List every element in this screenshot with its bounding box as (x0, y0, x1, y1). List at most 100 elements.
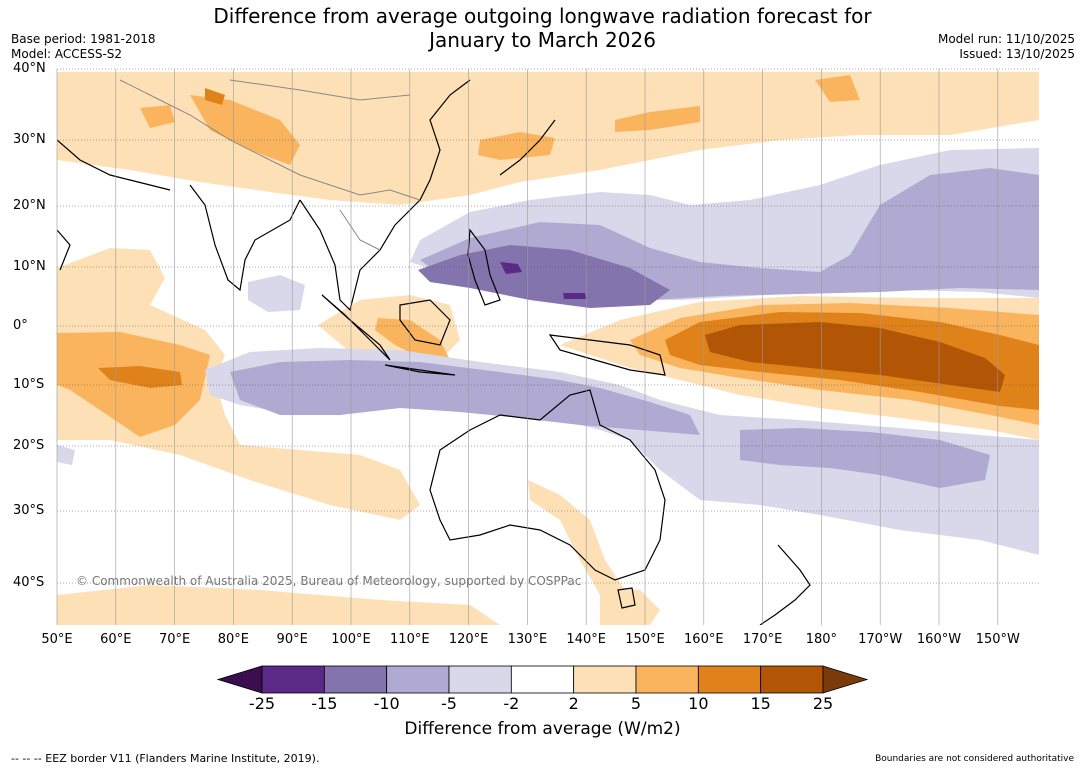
meta-right: Model run: 11/10/2025 Issued: 13/10/2025 (938, 32, 1075, 62)
colorbar-tick-label: 10 (688, 694, 709, 713)
very-strong-negative-spot1 (500, 262, 522, 274)
country-borders (119, 79, 421, 251)
coastline-tasmania (617, 587, 636, 609)
moderate-positive-pacific-north (615, 106, 700, 132)
moderate-positive-china (478, 132, 555, 160)
longitude-label: 170°E (742, 632, 783, 647)
colorbar-tick-label: -5 (441, 694, 457, 713)
strong-negative-philippine-sea (418, 245, 670, 308)
strong-positive-himalaya (205, 88, 225, 105)
longitude-label: 160°E (684, 632, 724, 647)
border-central-asia (119, 79, 331, 186)
latitude-label: 10°N (13, 259, 46, 274)
border-china-south (329, 184, 421, 201)
longitude-label: 100°E (331, 632, 371, 647)
coastline-philippines (467, 228, 501, 306)
latitude-label: 0° (13, 318, 28, 333)
colorbar-tick-label: -2 (503, 694, 520, 713)
coastline-africa-horn (57, 229, 71, 271)
colorbar-bin (510, 665, 575, 694)
coastline-java (384, 364, 456, 376)
positive-anomaly-south (57, 585, 500, 625)
colorbar-tick-label: 15 (750, 694, 771, 713)
longitude-label: 180° (805, 632, 838, 647)
very-strong-negative-spot2 (563, 293, 586, 299)
moderate-positive-tibet (190, 95, 300, 165)
longitude-label: 80°E (217, 632, 250, 647)
longitude-label: 150°W (975, 632, 1020, 647)
gridlines (56, 68, 1039, 625)
latitude-label: 40°S (13, 575, 45, 590)
colorbar-bin (323, 665, 388, 694)
model-label: Model: ACCESS-S2 (11, 47, 123, 61)
meta-left: Base period: 1981-2018 Model: ACCESS-S2 (11, 32, 156, 62)
colorbar-bin (386, 665, 450, 694)
positive-anomaly-indian-ocean (57, 248, 420, 520)
moderate-positive-borneo (375, 318, 450, 360)
colorbar (216, 665, 869, 694)
latitude-label: 30°N (13, 132, 46, 147)
very-strong-positive-pacific (705, 322, 1005, 392)
colorbar-bin (261, 665, 325, 694)
colorbar-bin (697, 665, 762, 694)
longitude-label: 170°W (858, 632, 903, 647)
colorbar-bin (448, 665, 512, 694)
coastline-borneo (399, 299, 451, 346)
longitude-label: 110°E (390, 632, 430, 647)
positive-anomaly-australia (528, 480, 625, 595)
longitude-label: 120°E (448, 632, 489, 647)
moderate-negative-coral-sea (740, 428, 990, 488)
colorbar-tick-label: 5 (630, 694, 642, 713)
border-indochina (339, 209, 381, 251)
longitude-label: 150°E (625, 632, 665, 647)
colorbar-title: Difference from average (W/m2) (404, 719, 681, 739)
colorbar-tick-label: 2 (568, 694, 579, 713)
moderate-positive-pacific-northeast (815, 75, 860, 102)
coastline-new-zealand (759, 544, 811, 625)
colorbar-bin (635, 665, 699, 694)
moderate-negative-indian (230, 360, 700, 435)
anomaly-field (57, 69, 1039, 625)
colorbar-tick-label: -15 (311, 694, 338, 713)
coastline-india (189, 184, 301, 292)
latitude-label: 10°S (13, 377, 45, 392)
border-mongolia (229, 79, 411, 101)
eez-legend: -- -- -- EEZ border V11 (Flanders Marine… (11, 752, 320, 765)
map-title-line1: Difference from average outgoing longwav… (213, 4, 872, 28)
longitude-label: 90°E (276, 632, 308, 647)
longitude-label: 70°E (158, 632, 191, 647)
coastline-new-guinea (548, 334, 666, 376)
longitude-label: 140°E (566, 632, 606, 647)
longitude-label: 60°E (100, 632, 132, 647)
coastline-arabia (57, 139, 171, 191)
longitude-label: 160°W (916, 632, 962, 647)
coastline-mainland-asia (299, 79, 471, 312)
colorbar-extend-max (822, 665, 869, 694)
colorbar-tick-label: -25 (248, 694, 276, 713)
longitude-label: 50°E (41, 632, 73, 647)
latitude-label: 30°S (13, 503, 45, 518)
colorbar-bin (573, 665, 637, 694)
issued-label: Issued: 13/10/2025 (959, 47, 1075, 61)
longitude-label: 130°E (507, 632, 548, 647)
latitude-label: 20°S (13, 438, 45, 453)
model-run-label: Model run: 11/10/2025 (937, 32, 1075, 46)
negative-anomaly-southwest (57, 445, 75, 465)
colorbar-tick-label: 25 (812, 694, 834, 713)
coastline-sumatra (321, 294, 391, 361)
coastline-japan (499, 119, 556, 176)
copyright-notice: © Commonwealth of Australia 2025, Bureau… (76, 574, 582, 588)
coastline-australia (429, 389, 666, 581)
moderate-positive-arabia (140, 105, 175, 128)
latitude-label: 40°N (13, 61, 46, 76)
map-title: Difference from average outgoing longwav… (0, 4, 1085, 52)
latitude-label: 20°N (13, 198, 46, 213)
base-period-label: Base period: 1981-2018 (11, 32, 156, 46)
colorbar-tick-label: -10 (373, 694, 400, 713)
boundary-note: Boundaries are not considered authoritat… (875, 754, 1074, 764)
coastlines (57, 79, 811, 625)
negative-anomaly-bay-bengal (248, 275, 305, 312)
strong-positive-indian (98, 366, 182, 388)
colorbar-bin (760, 665, 824, 694)
